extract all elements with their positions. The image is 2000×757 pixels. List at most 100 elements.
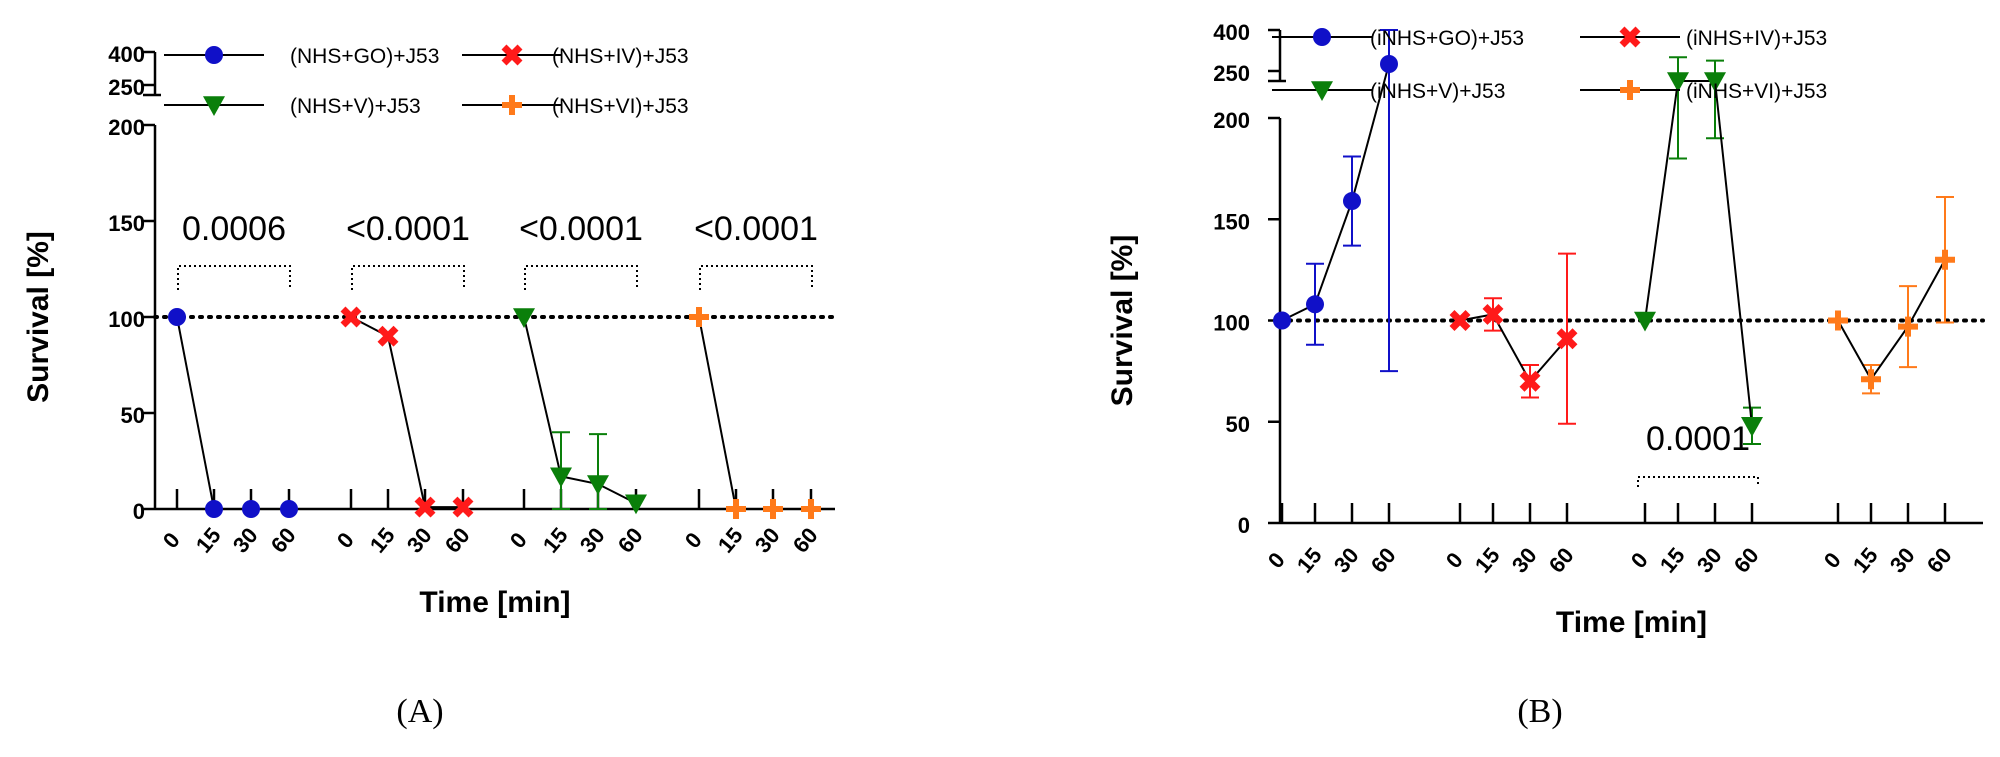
panelb-x-tick-label: 0: [1263, 547, 1290, 572]
panela-significance-bracket: [177, 265, 291, 290]
panelb-data-point: [1634, 311, 1656, 332]
panela-legend-marker: [203, 96, 225, 116]
panela-series-line: [350, 316, 463, 509]
panelb-x-tick-label: 60: [1544, 543, 1579, 578]
panela-y-tick-label: 150: [108, 211, 145, 236]
panela-panel-label: (A): [396, 693, 443, 730]
panela-x-tick-label: 60: [266, 523, 301, 558]
panela-x-axis-label: Time [min]: [419, 586, 570, 619]
panelb-data-point: [1667, 72, 1689, 92]
panela-x-tick-label: 30: [750, 523, 785, 558]
panela-significance-bracket: [699, 265, 813, 290]
panelb-data-point: [1898, 316, 1918, 337]
panelb-x-tick-label: 0: [1626, 547, 1653, 572]
panela-data-point: [763, 499, 783, 519]
panela-x-tick-label: 0: [332, 527, 359, 552]
panelb-x-tick-label: 30: [1885, 543, 1920, 578]
panela-x-tick-label: 60: [613, 523, 648, 558]
panelb-data-point: [1449, 310, 1471, 331]
panela-y-axis-label: Survival [%]: [22, 231, 55, 403]
panelb-data-point: [1741, 417, 1763, 437]
panela-legend-label: (NHS+IV)+J53: [552, 45, 689, 68]
panelb-y-tick-label: 200: [1213, 108, 1250, 133]
panela-p-value: 0.0006: [182, 210, 286, 248]
panelb-legend-marker: [1619, 26, 1641, 48]
panela-legend-label: (NHS+GO)+J53: [290, 45, 439, 68]
panelb-legend-label: (iNHS+IV)+J53: [1686, 27, 1827, 50]
panela-significance-bracket: [524, 265, 638, 290]
panela-y-tick-label: 100: [108, 307, 145, 332]
panela-data-point: [205, 500, 223, 518]
panela-x-tick-label: 60: [788, 523, 823, 558]
panelb-data-point: [1935, 249, 1955, 270]
panelb-x-tick-label: 0: [1819, 547, 1846, 572]
panelb-x-tick-label: 15: [1292, 543, 1327, 578]
panelb-x-tick-label: 30: [1507, 543, 1542, 578]
panelb-data-point: [1380, 55, 1398, 73]
panela-legend-marker: [501, 44, 523, 66]
panela-x-tick-label: 0: [680, 527, 707, 552]
panela-x-tick-label: 15: [191, 523, 226, 558]
panela-legend-label: (NHS+V)+J53: [290, 95, 421, 118]
panela-x-tick-label: 30: [575, 523, 610, 558]
panelb-x-tick-label: 30: [1329, 543, 1364, 578]
panela-y-tick-label: 0: [133, 499, 145, 524]
panela-x-tick-label: 0: [505, 527, 532, 552]
panela-x-tick-label: 30: [228, 523, 263, 558]
panela-data-point: [587, 475, 609, 496]
panelb-y-tick-label: 0: [1238, 513, 1250, 538]
panela-significance-bracket: [351, 265, 465, 290]
panela-series-line: [523, 316, 637, 505]
panelb-x-tick-label: 15: [1655, 543, 1690, 578]
panela-x-tick-label: 30: [402, 523, 437, 558]
panelb-y-axis-label: Survival [%]: [1106, 235, 1139, 407]
panela-y-tick-label: 50: [121, 403, 145, 428]
panelb-p-value: 0.0001: [1646, 420, 1750, 458]
panelb-data-point: [1519, 370, 1541, 392]
panela-p-value: <0.0001: [694, 210, 818, 248]
panelb-data-point: [1861, 369, 1881, 390]
panela-data-point: [452, 496, 474, 518]
panela-x-tick-label: 15: [365, 523, 400, 558]
panela-series-line: [698, 316, 811, 510]
panelb-x-tick-label: 0: [1441, 547, 1468, 572]
panelb-x-tick-label: 30: [1692, 543, 1727, 578]
panela-data-point: [726, 499, 746, 519]
panela-legend-marker: [205, 46, 223, 64]
panela-legend-label: (NHS+VI)+J53: [552, 95, 689, 118]
panelb-series-line: [1459, 313, 1568, 383]
panelb-data-point: [1556, 328, 1578, 350]
panela-data-point: [242, 500, 260, 518]
panelb-y-tick-label: 150: [1213, 209, 1250, 234]
panelb-x-tick-label: 60: [1366, 543, 1401, 578]
panela-data-point: [689, 307, 709, 327]
panelb-data-point: [1828, 310, 1848, 331]
panelb-series-line: [1837, 259, 1946, 382]
panelb-x-tick-label: 60: [1729, 543, 1764, 578]
panelb-broken-tick-label: 250: [1213, 61, 1250, 86]
panela-data-point: [801, 499, 821, 519]
panelb-legend-marker: [1313, 28, 1331, 46]
panelb-x-tick-label: 15: [1470, 543, 1505, 578]
panelb-legend-marker: [1620, 80, 1640, 100]
panelb-legend-label: (iNHS+GO)+J53: [1370, 27, 1524, 50]
panelb-panel-label: (B): [1517, 693, 1562, 730]
panela-p-value: <0.0001: [519, 210, 643, 248]
panelb-significance-bracket: [1637, 476, 1759, 487]
panelb-data-point: [1704, 72, 1726, 92]
panela-broken-tick-label: 250: [108, 75, 145, 100]
panela-p-value: <0.0001: [346, 210, 470, 248]
panelb-y-tick-label: 100: [1213, 311, 1250, 336]
panelb-legend-marker: [1311, 81, 1333, 101]
panelb-x-tick-label: 60: [1922, 543, 1957, 578]
panelb-x-axis-label: Time [min]: [1556, 606, 1707, 639]
panela-legend-marker: [502, 95, 522, 115]
panelb-series-line: [1281, 63, 1390, 322]
panela-x-tick-label: 60: [440, 523, 475, 558]
panela-x-tick-label: 0: [158, 527, 185, 552]
panela-series-line: [176, 316, 289, 510]
panelb-data-point: [1273, 311, 1291, 330]
